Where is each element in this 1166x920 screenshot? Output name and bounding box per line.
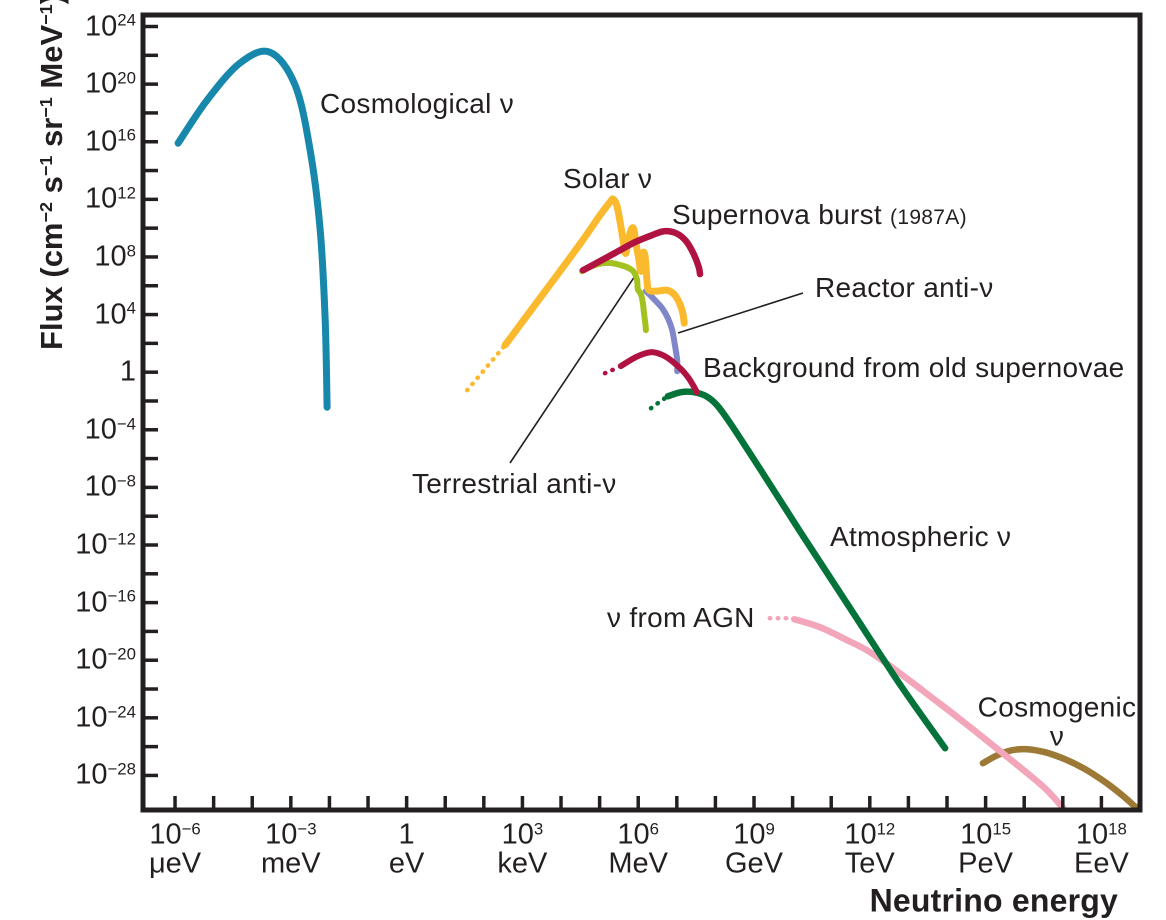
x-axis-title: Neutrino energy	[869, 882, 1118, 919]
x-unit-label: meV	[261, 847, 321, 880]
x-unit-label: TeV	[844, 847, 895, 880]
label-reactor-anti-nu: Reactor anti-ν	[815, 272, 994, 303]
y-tick-label: 1	[119, 355, 136, 388]
x-tick-label: 1015	[960, 818, 1012, 851]
atmospheric-curve-solid	[664, 388, 949, 752]
x-tick-label: 103	[501, 818, 544, 851]
x-tick-label: 1018	[1075, 818, 1127, 851]
y-tick-label: 10−16	[75, 586, 136, 619]
reactor-curve-solid	[642, 288, 681, 375]
agn-curve-solid	[790, 615, 1067, 812]
label-supernova-year: (1987A)	[890, 206, 967, 229]
leader-line-reactor	[677, 292, 804, 334]
x-tick-label: 106	[617, 818, 660, 851]
terrestrial-curve-solid	[578, 259, 649, 334]
x-tick-label: 109	[733, 818, 775, 851]
x-unit-label: GeV	[724, 847, 784, 880]
y-tick-label: 1012	[85, 182, 136, 215]
y-tick-label: 10−12	[75, 528, 136, 561]
y-tick-label: 10−8	[84, 470, 136, 503]
y-tick-label: 1020	[85, 67, 136, 100]
x-unit-label: MeV	[608, 847, 669, 880]
y-tick-label: 10−24	[75, 701, 136, 734]
x-tick-label: 1	[398, 818, 415, 851]
solar-curve-solid	[501, 195, 688, 349]
x-tick-label: 10−6	[149, 818, 201, 851]
x-tick-label: 1012	[844, 818, 896, 851]
x-unit-label: PeV	[958, 847, 1014, 880]
supernova-burst-curve-solid	[579, 227, 704, 278]
atmospheric-curve-dotted	[648, 395, 668, 411]
x-unit-label: eV	[388, 847, 425, 880]
label-solar-nu: Solar ν	[563, 163, 653, 194]
leader-line-terrestrial	[509, 272, 638, 464]
label-old-supernovae-background: Background from old supernovae	[703, 352, 1125, 383]
label-terrestrial-anti-nu: Terrestrial anti-ν	[412, 468, 617, 499]
x-tick-label: 10−3	[265, 818, 317, 851]
y-tick-label: 1024	[85, 10, 136, 43]
label-cosmological-nu: Cosmological ν	[320, 88, 515, 119]
label-atmospheric-nu: Atmospheric ν	[830, 521, 1012, 552]
solar-curve-dotted	[464, 342, 508, 393]
x-unit-label: keV	[497, 847, 548, 880]
y-tick-label: 104	[94, 298, 136, 331]
label-cosmogenic-nu: Cosmogenic ν	[977, 691, 1137, 752]
y-tick-label: 108	[94, 240, 136, 273]
old-supernovae-curve-dotted	[602, 364, 622, 376]
label-nu-from-agn: ν from AGN	[607, 602, 755, 633]
x-unit-label: EeV	[1073, 847, 1129, 880]
old-supernovae-curve-solid	[617, 349, 700, 396]
y-tick-label: 1016	[85, 125, 136, 158]
label-supernova-burst: Supernova burst (1987A)	[672, 199, 967, 230]
x-unit-label: μeV	[148, 847, 202, 880]
y-tick-label: 10−28	[75, 758, 136, 791]
plot-frame	[140, 12, 1143, 813]
y-axis-title: Flux (cm−2 s−1 sr−1 MeV−1)	[34, 0, 69, 350]
y-tick-label: 10−4	[84, 413, 136, 446]
y-tick-label: 10−20	[75, 643, 136, 676]
cosmological-curve-solid	[174, 47, 331, 411]
